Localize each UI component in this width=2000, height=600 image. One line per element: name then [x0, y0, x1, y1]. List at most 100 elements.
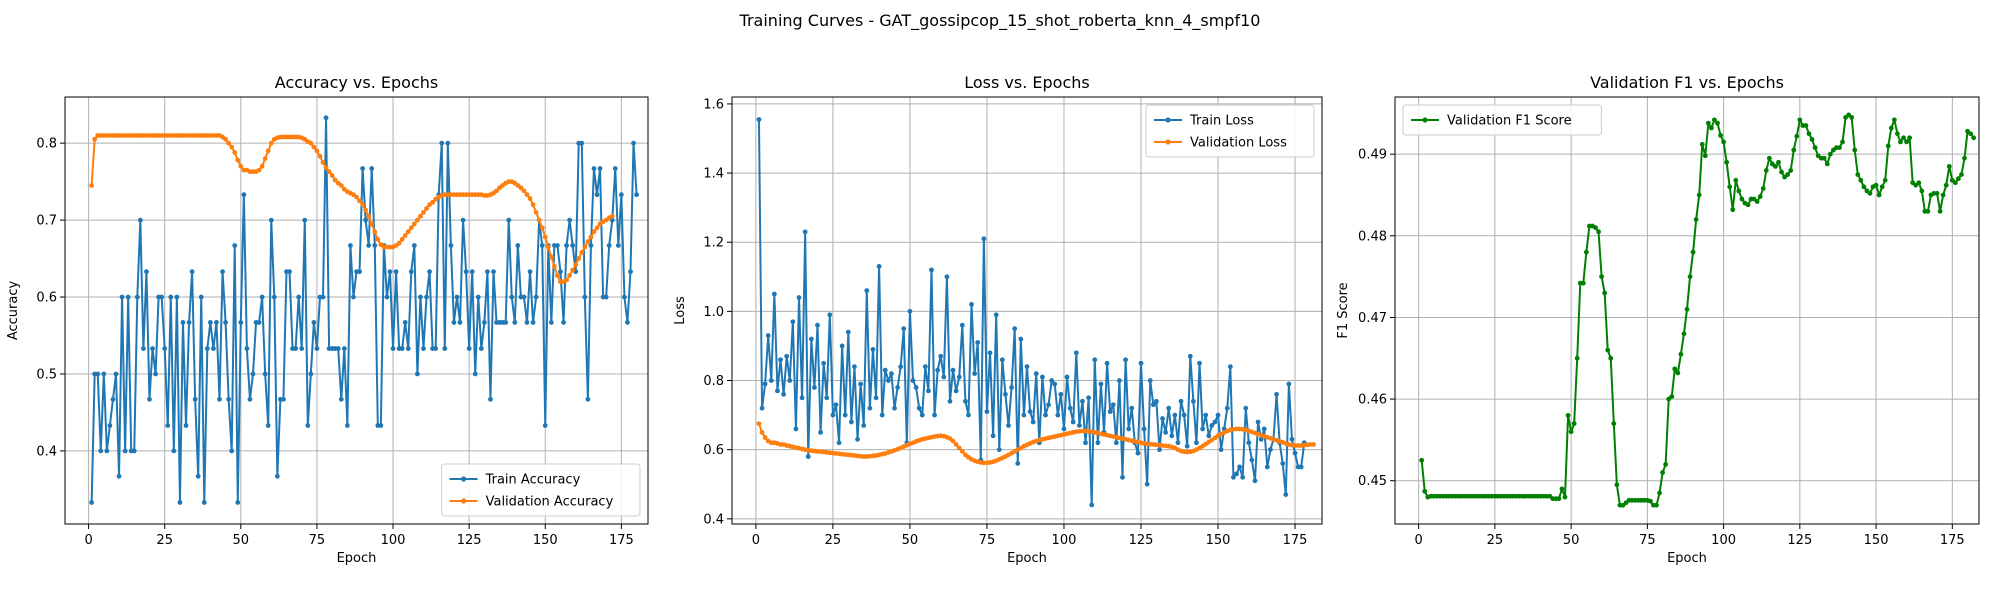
legend-box: [1145, 104, 1315, 158]
data-point: [323, 115, 329, 121]
data-point: [1712, 117, 1717, 123]
data-point: [1837, 145, 1842, 151]
data-point: [177, 500, 183, 505]
data-point: [1240, 474, 1246, 480]
y-tick-label: 1.2: [703, 236, 724, 251]
data-point: [1249, 457, 1255, 463]
data-point: [271, 294, 277, 300]
data-point: [1788, 168, 1794, 173]
data-point: [481, 320, 487, 325]
data-point: [1033, 371, 1039, 376]
data-point: [1154, 398, 1159, 404]
data-point: [1027, 409, 1033, 415]
data-point: [882, 367, 888, 373]
data-point: [411, 243, 417, 248]
data-point: [445, 140, 451, 146]
data-point: [478, 346, 484, 351]
x-tick-label: 25: [825, 533, 842, 548]
data-point: [1733, 177, 1739, 183]
data-point: [1724, 159, 1730, 165]
data-point: [326, 169, 332, 175]
data-point: [855, 436, 860, 442]
data-point: [622, 294, 627, 300]
data-point: [870, 347, 876, 352]
data-point: [399, 346, 405, 351]
data-point: [1030, 419, 1036, 425]
data-point: [1160, 416, 1165, 421]
data-point: [466, 346, 472, 351]
data-point: [1715, 120, 1720, 126]
data-point: [430, 200, 436, 205]
data-point: [929, 267, 934, 273]
data-point: [1968, 131, 1974, 137]
data-point: [1212, 419, 1218, 425]
data-point: [241, 192, 247, 198]
data-point: [369, 221, 375, 227]
data-point: [1215, 412, 1221, 418]
data-point: [1076, 423, 1082, 428]
data-point: [756, 117, 762, 122]
data-point: [956, 374, 962, 380]
data-point: [999, 357, 1005, 363]
subplot-2: 0 25 50 75 100 125 150 175 0.4 0.6 0.8 1.0 1.2 1.4 1.6…: [673, 73, 1323, 566]
y-tick-label: 0.48: [1358, 229, 1387, 244]
x-tick-label: 125: [1787, 533, 1812, 548]
data-point: [1181, 412, 1187, 418]
data-point: [223, 136, 228, 142]
data-point: [950, 438, 956, 444]
x-tick-label: 50: [1563, 533, 1580, 548]
data-point: [281, 396, 286, 402]
axes-frame: [1394, 96, 1980, 525]
data-point: [1855, 172, 1861, 177]
data-point: [1879, 184, 1885, 190]
data-point: [1580, 280, 1586, 286]
data-point: [628, 269, 633, 275]
data-point: [781, 391, 787, 397]
data-point: [1200, 426, 1206, 432]
data-point: [1073, 350, 1079, 356]
data-point: [1693, 217, 1699, 222]
data-point: [867, 405, 873, 411]
data-point: [597, 166, 603, 171]
data-point: [174, 294, 180, 300]
data-point: [1858, 177, 1864, 183]
data-point: [799, 395, 805, 401]
data-point: [839, 343, 845, 349]
data-point: [585, 396, 591, 402]
data-point: [618, 192, 624, 198]
data-point: [302, 217, 308, 223]
data-point: [405, 346, 411, 351]
data-point: [1021, 412, 1027, 418]
data-point: [1925, 208, 1931, 214]
data-point: [1141, 426, 1147, 432]
data-point: [981, 236, 987, 242]
y-tick-label: 0.4: [703, 512, 724, 527]
data-point: [1150, 402, 1156, 408]
data-point: [1654, 502, 1659, 508]
data-point: [594, 225, 600, 231]
data-point: [1043, 412, 1048, 418]
x-tick-label: 150: [1864, 533, 1889, 548]
data-point: [765, 333, 771, 338]
y-tick-label: 0.7: [36, 214, 57, 229]
data-point: [192, 396, 198, 402]
data-point: [131, 448, 137, 454]
data-point: [1919, 188, 1925, 194]
data-point: [424, 206, 429, 211]
data-point: [805, 454, 811, 459]
data-point: [1006, 423, 1011, 428]
data-point: [858, 381, 864, 387]
data-point: [402, 233, 408, 238]
data-point: [1267, 447, 1273, 453]
data-point: [226, 140, 232, 146]
data-point: [533, 294, 539, 300]
data-point: [536, 217, 542, 223]
data-point: [418, 294, 423, 300]
data-point: [408, 225, 414, 231]
legend-label: Train Accuracy: [485, 473, 581, 488]
data-point: [576, 256, 582, 261]
data-point: [573, 262, 579, 268]
data-point: [762, 381, 768, 387]
data-point: [1157, 447, 1162, 453]
